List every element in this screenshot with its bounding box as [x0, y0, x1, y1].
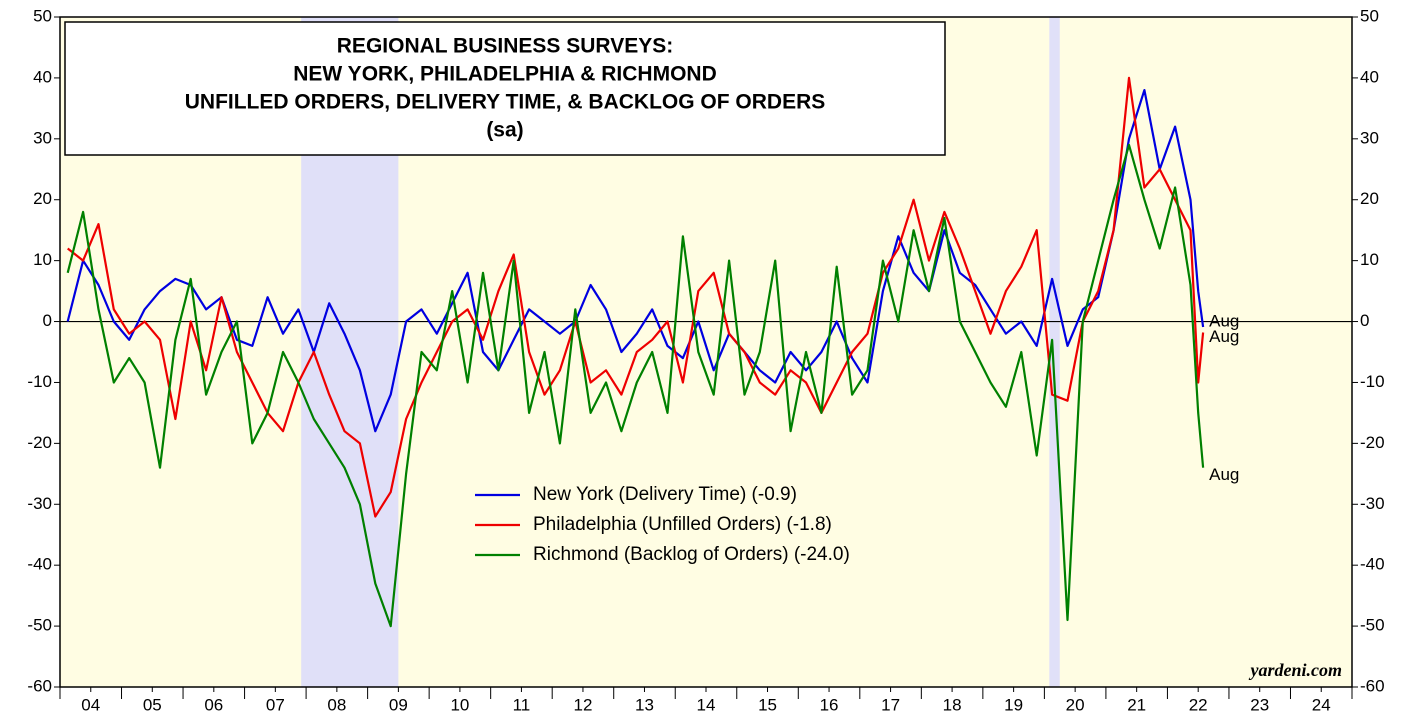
- x-tick-label: 07: [266, 695, 285, 714]
- y-tick-label: -50: [27, 616, 52, 635]
- y-tick-label: -50: [1360, 616, 1385, 635]
- y-tick-label: -60: [27, 676, 52, 695]
- end-label: Aug: [1209, 465, 1239, 484]
- x-tick-label: 11: [513, 695, 531, 714]
- y-tick-label: -10: [27, 372, 52, 391]
- plot-frame: [59, 16, 1353, 688]
- x-tick-label: 10: [450, 695, 469, 714]
- x-tick-label: 05: [143, 695, 162, 714]
- y-tick-label: -60: [1360, 676, 1385, 695]
- y-tick-label: 50: [33, 6, 52, 25]
- x-tick-label: 24: [1312, 695, 1331, 714]
- y-tick-label: -40: [27, 555, 52, 574]
- x-tick-label: 14: [697, 695, 716, 714]
- legend-label: Richmond (Backlog of Orders) (-24.0): [533, 544, 850, 565]
- axes-layer: -60 -60 -50 -50 -40 -40 -30 -30 -20 -20 -10 -10 0 0 10…: [27, 6, 1384, 714]
- legend-label: New York (Delivery Time) (-0.9): [533, 484, 797, 505]
- x-tick-label: 18: [943, 695, 962, 714]
- title-line: UNFILLED ORDERS, DELIVERY TIME, & BACKLO…: [185, 91, 826, 114]
- y-tick-label: 20: [1360, 189, 1379, 208]
- y-tick-label: -10: [1360, 372, 1385, 391]
- x-tick-label: 19: [1004, 695, 1023, 714]
- y-tick-label: -30: [27, 494, 52, 513]
- y-tick-label: 20: [33, 189, 52, 208]
- y-tick-label: -40: [1360, 555, 1385, 574]
- x-tick-label: 23: [1250, 695, 1269, 714]
- title-line: REGIONAL BUSINESS SURVEYS:: [337, 35, 673, 58]
- y-tick-label: 40: [33, 67, 52, 86]
- y-tick-label: -20: [1360, 433, 1385, 452]
- y-tick-label: 30: [1360, 128, 1379, 147]
- series-line: [66, 89, 1205, 433]
- y-tick-label: 50: [1360, 6, 1379, 25]
- x-tick-label: 09: [389, 695, 408, 714]
- y-tick-label: 30: [33, 128, 52, 147]
- title-line: NEW YORK, PHILADELPHIA & RICHMOND: [293, 63, 717, 86]
- x-tick-label: 12: [573, 695, 592, 714]
- title-line: (sa): [486, 119, 523, 142]
- x-tick-label: 04: [81, 695, 100, 714]
- x-tick-label: 17: [881, 695, 900, 714]
- y-tick-label: -30: [1360, 494, 1385, 513]
- recession-band: [1049, 17, 1060, 687]
- x-tick-label: 22: [1189, 695, 1208, 714]
- y-tick-label: 0: [1360, 311, 1369, 330]
- x-tick-label: 15: [758, 695, 777, 714]
- series-line: [67, 76, 1205, 518]
- source: yardeni.com: [1249, 660, 1343, 680]
- x-tick-label: 16: [820, 695, 839, 714]
- end-label: Aug: [1209, 327, 1239, 346]
- series-line: [66, 143, 1205, 628]
- end-label: Aug: [1209, 312, 1239, 331]
- x-tick-label: 13: [635, 695, 654, 714]
- y-tick-label: 10: [1360, 250, 1379, 269]
- y-tick-label: 0: [43, 311, 52, 330]
- y-tick-label: -20: [27, 433, 52, 452]
- legend-label: Philadelphia (Unfilled Orders) (-1.8): [533, 514, 832, 535]
- title-box: [64, 21, 946, 156]
- x-tick-label: 21: [1127, 695, 1146, 714]
- x-tick-label: 20: [1066, 695, 1085, 714]
- y-tick-label: 40: [1360, 67, 1379, 86]
- y-tick-label: 10: [33, 250, 52, 269]
- x-tick-label: 06: [204, 695, 223, 714]
- x-tick-label: 08: [327, 695, 346, 714]
